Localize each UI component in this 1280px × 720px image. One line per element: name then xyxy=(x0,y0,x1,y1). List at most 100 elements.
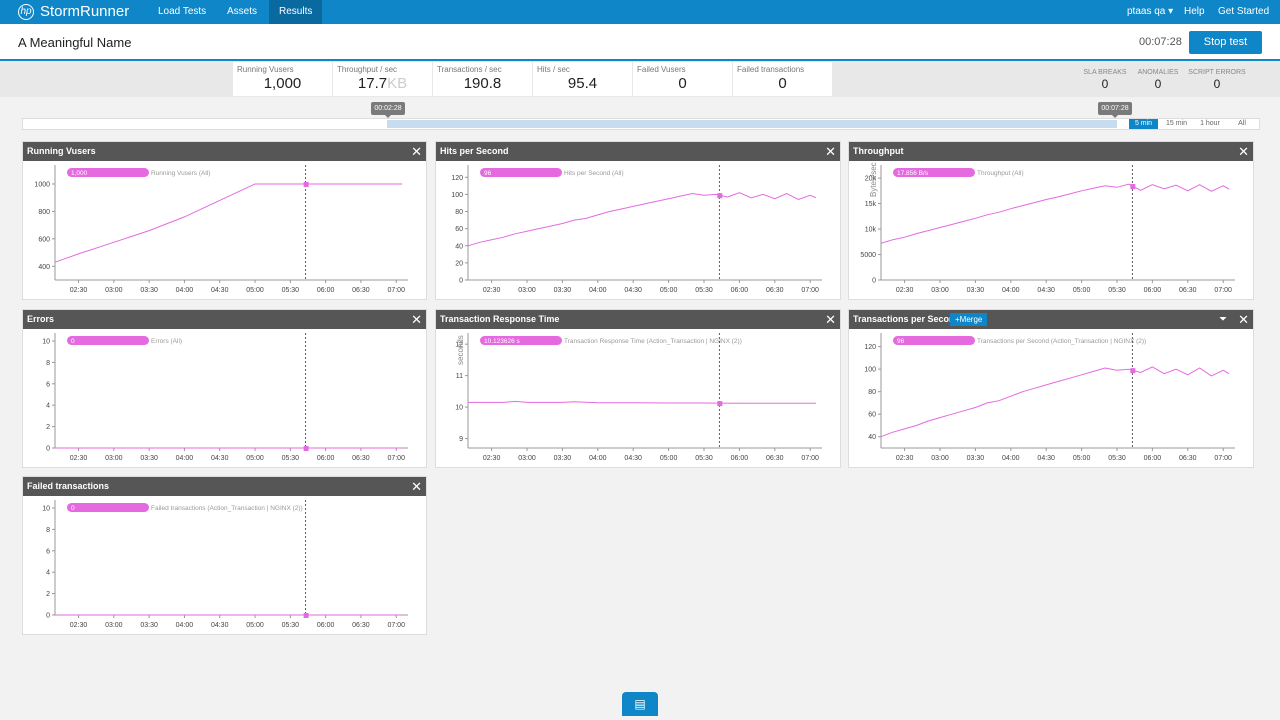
marker-point xyxy=(303,446,309,451)
legend-value: 0 xyxy=(71,338,75,345)
x-tick-label: 04:30 xyxy=(211,622,229,629)
x-tick-label: 04:30 xyxy=(1037,455,1055,462)
x-tick-label: 03:00 xyxy=(105,622,123,629)
dashboard-toggle-icon[interactable]: ▤ xyxy=(622,692,658,716)
close-icon[interactable]: ✕ xyxy=(411,144,422,159)
merge-button[interactable]: +Merge xyxy=(950,313,988,326)
stat-value: 0 xyxy=(778,75,787,92)
y-tick-label: 12 xyxy=(455,342,463,349)
x-tick-label: 06:00 xyxy=(317,622,335,629)
range-15min-button[interactable]: 15 min xyxy=(1165,120,1187,127)
timeline-end-marker[interactable]: 00:07:28 xyxy=(1098,102,1132,118)
x-tick-label: 04:00 xyxy=(1002,455,1020,462)
x-tick-label: 06:00 xyxy=(1144,455,1162,462)
close-icon[interactable]: ✕ xyxy=(825,144,836,159)
marker-point xyxy=(1130,184,1136,190)
legend-label: Throughput (All) xyxy=(977,170,1024,177)
filter-icon[interactable]: ⏷ xyxy=(1219,314,1227,325)
stat-value: 0 xyxy=(1213,77,1221,91)
x-tick-label: 05:00 xyxy=(246,455,264,462)
stop-test-button[interactable]: Stop test xyxy=(1189,31,1262,54)
stat-failed-vusers: Failed Vusers 0 xyxy=(633,62,732,96)
y-tick-label: 40 xyxy=(455,243,463,250)
marker-point xyxy=(303,181,309,187)
timeline-slider[interactable] xyxy=(22,118,1260,130)
x-tick-label: 07:00 xyxy=(1214,455,1232,462)
y-tick-label: 11 xyxy=(456,373,463,380)
series-line xyxy=(467,192,817,247)
x-tick-label: 02:30 xyxy=(896,287,914,294)
legend-swatch xyxy=(893,168,975,177)
legend-value: 1,000 xyxy=(71,170,88,177)
x-tick-label: 04:30 xyxy=(211,455,229,462)
x-tick-label: 03:00 xyxy=(105,455,123,462)
x-tick-label: 03:00 xyxy=(931,455,949,462)
get-started-link[interactable]: Get Started xyxy=(1218,6,1270,17)
x-tick-label: 05:00 xyxy=(246,622,264,629)
y-tick-label: 20 xyxy=(455,260,463,267)
legend-swatch xyxy=(480,168,562,177)
legend-label: Transaction Response Time (Action_Transa… xyxy=(564,338,742,345)
y-tick-label: 60 xyxy=(455,226,463,233)
chart-throughput: 0 5000 10k 15k 20k 02:30 03:00 03:30 04:00 04:30 0… xyxy=(860,162,1235,294)
x-tick-label: 04:30 xyxy=(1037,287,1055,294)
y-tick-label: 2 xyxy=(46,424,50,431)
y-tick-label: 0 xyxy=(872,278,876,285)
test-name: A Meaningful Name xyxy=(18,35,132,50)
x-tick-label: 02:30 xyxy=(483,455,501,462)
x-tick-label: 04:30 xyxy=(624,455,642,462)
help-link[interactable]: Help xyxy=(1184,6,1205,17)
y-tick-label: 10k xyxy=(865,227,877,234)
timeline-start-marker[interactable]: 00:02:28 xyxy=(371,102,405,118)
x-tick-label: 03:30 xyxy=(140,287,158,294)
range-1hour-button[interactable]: 1 hour xyxy=(1200,120,1220,127)
range-5min-button[interactable]: 5 min xyxy=(1129,119,1158,129)
y-tick-label: 8 xyxy=(46,527,50,534)
stat-value: 17.7KB xyxy=(357,75,408,92)
user-menu[interactable]: ptaas qa ▾ xyxy=(1127,6,1174,17)
nav-results[interactable]: Results xyxy=(269,0,323,24)
app-brand: StormRunner xyxy=(40,3,130,20)
y-tick-label: 6 xyxy=(46,548,50,555)
y-tick-label: 100 xyxy=(864,367,876,374)
close-icon[interactable]: ✕ xyxy=(825,312,836,327)
x-tick-label: 04:00 xyxy=(176,455,194,462)
marker-point xyxy=(717,401,723,407)
panel-title: Transaction Response Time xyxy=(436,310,840,329)
range-all-button[interactable]: All xyxy=(1238,120,1246,127)
y-tick-label: 0 xyxy=(46,446,50,453)
top-nav-bar: hp StormRunner Load Tests Assets Results… xyxy=(0,0,1280,24)
x-tick-label: 07:00 xyxy=(387,455,405,462)
y-tick-label: 80 xyxy=(455,209,463,216)
panel-running-vusers: Running Vusers ✕ 400 600 800 1000 02:30 03:00… xyxy=(22,141,427,300)
x-tick-label: 05:30 xyxy=(282,287,300,294)
x-tick-label: 03:30 xyxy=(554,455,572,462)
series-line xyxy=(880,183,1230,244)
legend-label: Hits per Second (All) xyxy=(564,170,624,177)
x-tick-label: 05:00 xyxy=(246,287,264,294)
y-tick-label: 60 xyxy=(868,412,876,419)
close-icon[interactable]: ✕ xyxy=(1238,144,1249,159)
y-axis-label: Bytes/sec xyxy=(869,162,878,197)
close-icon[interactable]: ✕ xyxy=(411,479,422,494)
chart-transaction-response-time: 9 10 11 12 02:30 03:00 03:30 04:00 04:30 05:00 05:… xyxy=(455,333,822,462)
stat-value: 1,000 xyxy=(263,75,302,92)
y-tick-label: 9 xyxy=(459,436,463,443)
y-tick-label: 800 xyxy=(38,209,50,216)
y-tick-label: 10 xyxy=(42,339,50,346)
y-tick-label: 80 xyxy=(868,389,876,396)
nav-load-tests[interactable]: Load Tests xyxy=(158,6,207,17)
x-tick-label: 03:30 xyxy=(967,287,985,294)
close-icon[interactable]: ✕ xyxy=(411,312,422,327)
marker-point xyxy=(1130,368,1136,374)
y-tick-label: 6 xyxy=(46,381,50,388)
x-tick-label: 05:30 xyxy=(1108,455,1126,462)
close-icon[interactable]: ✕ xyxy=(1238,312,1249,327)
nav-assets[interactable]: Assets xyxy=(227,6,258,17)
stat-throughput: Throughput / sec 17.7KB xyxy=(333,62,432,96)
test-title-bar: A Meaningful Name 00:07:28 Stop test xyxy=(0,24,1280,61)
x-tick-label: 02:30 xyxy=(70,287,88,294)
x-tick-label: 07:00 xyxy=(1214,287,1232,294)
timeline-selected-range[interactable] xyxy=(387,120,1117,128)
x-tick-label: 04:30 xyxy=(624,287,642,294)
